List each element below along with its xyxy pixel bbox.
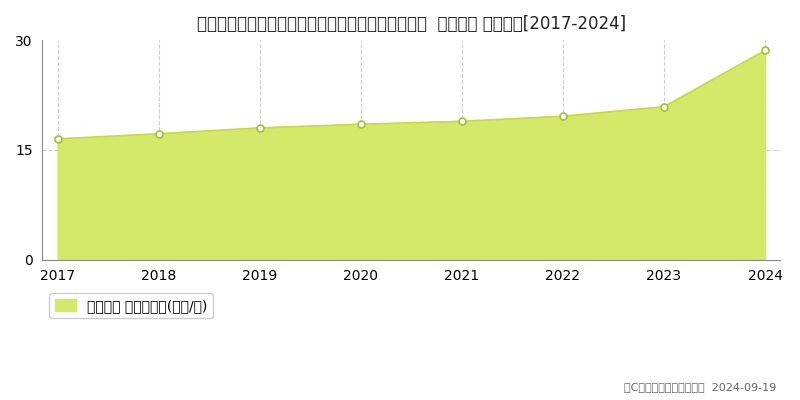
Title: 宮城県仙台市青葉区双葉ケ丘１丁目１１８番１０４  基準地価 地価推移[2017-2024]: 宮城県仙台市青葉区双葉ケ丘１丁目１１８番１０４ 基準地価 地価推移[2017-2… bbox=[197, 15, 626, 33]
Text: （C）土地価格ドットコム  2024-09-19: （C）土地価格ドットコム 2024-09-19 bbox=[624, 382, 776, 392]
Legend: 基準地価 平均坪単価(万円/坪): 基準地価 平均坪単価(万円/坪) bbox=[50, 293, 213, 318]
